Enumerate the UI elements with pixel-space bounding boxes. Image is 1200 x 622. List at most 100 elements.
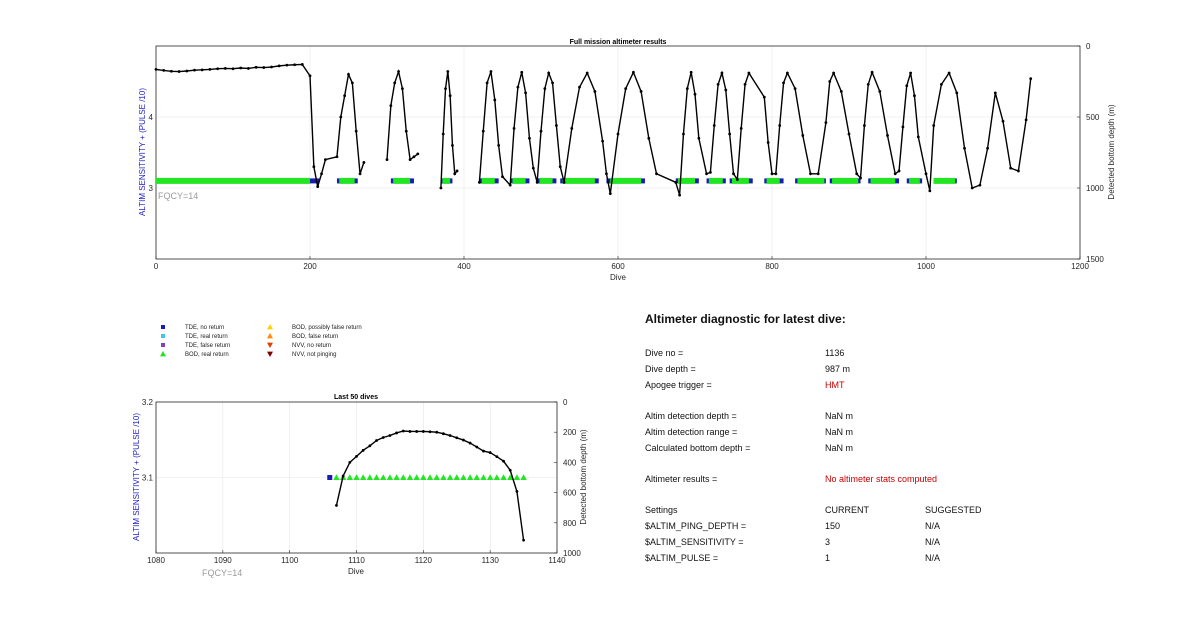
bod-real-return-marker (933, 177, 956, 184)
bottom-depth-point (421, 430, 425, 433)
bottom-depth-point (482, 449, 485, 453)
bottom-depth-point (485, 81, 489, 85)
bottom-depth-point (897, 169, 901, 173)
bottom-depth-point (335, 504, 338, 507)
diag-row-dive-no: Dive no = 1136 (645, 348, 1185, 364)
bottom-depth-point (870, 70, 874, 74)
legend-triangle-icon (267, 342, 273, 348)
bod-real-return-marker (442, 177, 451, 184)
bottom-depth-point (1009, 166, 1013, 170)
full-chart-marks (154, 63, 1033, 197)
bottom-depth-point (300, 63, 304, 66)
bottom-depth-line (440, 71, 458, 189)
bottom-depth-point (341, 474, 345, 478)
full-chart-title: Full mission altimeter results (570, 39, 667, 46)
bod-real-return-marker (473, 474, 480, 481)
settings-label: $ALTIM_SENSITIVITY = (645, 537, 744, 547)
bottom-depth-point (762, 95, 766, 99)
bod-real-return-marker (380, 474, 387, 481)
bottom-depth-point (343, 94, 347, 98)
x-tick-label: 1140 (548, 556, 566, 565)
x-tick-label: 400 (457, 262, 471, 271)
bod-real-return-marker (493, 474, 501, 481)
bottom-depth-point (320, 172, 323, 176)
bottom-depth-point (354, 129, 358, 133)
tde-no-return-marker (310, 178, 320, 184)
bod-real-return-marker (513, 474, 521, 481)
legend-label: TDE, false return (185, 343, 230, 349)
legend-label: BOD, real return (185, 352, 229, 358)
bottom-depth-point (986, 146, 989, 150)
bod-real-return-marker (446, 474, 454, 481)
bottom-depth-point (905, 84, 909, 88)
x-tick-label: 1000 (917, 262, 935, 271)
bod-real-return-marker (433, 474, 440, 481)
full-chart-xlabel: Dive (610, 273, 627, 282)
full-chart-ticks: 0 200 400 600 800 1000 1200 3 4 0 500 1000 1500 (149, 42, 1105, 271)
bottom-depth-point (863, 124, 866, 127)
bottom-depth-point (502, 459, 505, 463)
y-tick-label-right: 200 (563, 428, 577, 437)
bod-real-return-marker (870, 177, 896, 184)
diag-value: NaN m (825, 443, 854, 453)
settings-label: $ALTIM_PULSE = (645, 553, 719, 563)
bottom-depth-point (524, 91, 527, 95)
bottom-depth-point (743, 82, 747, 86)
bottom-depth-point (562, 180, 566, 184)
bottom-depth-point (381, 436, 385, 439)
bottom-depth-point (446, 70, 450, 73)
settings-row-ping-depth: $ALTIM_PING_DEPTH = 150 N/A (645, 521, 1185, 537)
diag-value-warning: No altimeter stats computed (825, 474, 938, 484)
x-tick-label: 1080 (147, 556, 165, 565)
bottom-depth-point (689, 70, 693, 74)
last-chart-ylabel: ALTIM SENSITIVITY + (PULSE /10) (132, 413, 141, 541)
bottom-depth-point (624, 87, 628, 90)
settings-suggested: N/A (925, 553, 941, 563)
bottom-depth-line (386, 68, 419, 161)
y-tick-label-right: 0 (563, 398, 568, 407)
bottom-depth-point (154, 68, 158, 71)
bod-real-return-marker (708, 177, 723, 184)
bottom-depth-point (185, 69, 189, 73)
bod-real-return-marker (766, 177, 780, 184)
bod-real-return-marker (562, 177, 595, 184)
bod-real-return-marker (440, 474, 447, 481)
settings-header-row: Settings CURRENT SUGGESTED (645, 505, 1185, 521)
bottom-depth-point (453, 172, 457, 176)
settings-current: 1 (825, 553, 831, 563)
legend-square-icon (161, 334, 165, 338)
bottom-depth-point (516, 85, 520, 89)
bottom-depth-point (435, 430, 439, 434)
legend-label: BOD, false return (292, 334, 338, 340)
bottom-depth-point (1001, 119, 1005, 123)
legend-triangle-icon (267, 333, 273, 339)
diag-label: Altimeter results = (645, 474, 718, 484)
y-tick-label-left: 3.2 (142, 398, 154, 407)
bottom-depth-point (828, 80, 832, 83)
bottom-depth-point (724, 88, 728, 92)
bottom-depth-point (913, 94, 916, 98)
bottom-depth-point (593, 90, 597, 93)
bottom-depth-point (481, 129, 485, 133)
bottom-depth-line (155, 63, 365, 187)
bod-real-return-marker (486, 474, 494, 481)
bottom-depth-point (570, 126, 574, 130)
bottom-depth-point (208, 68, 212, 71)
bottom-depth-point (608, 192, 612, 196)
y-tick-label-right: 800 (563, 519, 577, 528)
bottom-depth-point (697, 136, 701, 140)
bottom-depth-point (551, 81, 554, 85)
y-tick-label-right: 1500 (1086, 255, 1104, 264)
diag-row-detection-depth: Altim detection depth = NaN m (645, 411, 1185, 427)
bod-real-return-marker (507, 474, 514, 481)
bottom-depth-point (809, 172, 812, 176)
settings-suggested: N/A (925, 521, 941, 531)
bottom-depth-point (901, 125, 905, 129)
bottom-depth-point (347, 73, 350, 76)
y-tick-label-right: 1000 (1086, 184, 1104, 193)
bottom-depth-point (475, 445, 479, 449)
bottom-depth-point (605, 172, 608, 176)
bottom-depth-point (886, 134, 889, 137)
bottom-depth-point (655, 172, 658, 176)
diag-label: Dive depth = (645, 364, 696, 374)
